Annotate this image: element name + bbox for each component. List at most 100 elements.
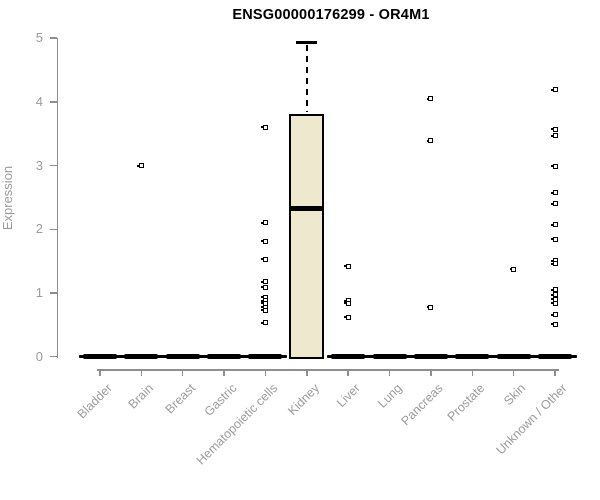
outlier-point-nub bbox=[551, 202, 554, 205]
outlier-point-hematopoietic-cells bbox=[261, 307, 268, 313]
outlier-point-nub bbox=[261, 302, 264, 305]
y-axis-tick-label: 0 bbox=[35, 348, 43, 364]
x-axis-tick bbox=[512, 369, 515, 376]
upper-whisker-kidney bbox=[305, 44, 308, 112]
outlier-point-nub bbox=[261, 306, 264, 308]
outlier-point-nub bbox=[261, 258, 264, 261]
upper-whisker-cap-kidney bbox=[296, 41, 318, 45]
x-axis-category-label-gastric: Gastric bbox=[201, 381, 239, 419]
outlier-point-nub bbox=[551, 165, 554, 168]
outlier-point-nub bbox=[344, 265, 347, 268]
y-axis-tick bbox=[49, 355, 57, 358]
y-axis-line bbox=[56, 38, 58, 359]
outlier-point-unknown-other bbox=[551, 261, 558, 267]
x-axis-tick bbox=[181, 369, 184, 376]
outlier-point-unknown-other bbox=[551, 163, 558, 169]
x-axis-tick bbox=[99, 369, 101, 376]
outlier-point-nub bbox=[551, 323, 554, 326]
zero-median-bar-breast bbox=[165, 354, 200, 360]
outlier-point-pancreas bbox=[426, 96, 434, 102]
x-axis-category-label-pancreas: Pancreas bbox=[398, 381, 446, 429]
outlier-point-nub bbox=[551, 88, 554, 91]
outlier-point-unknown-other bbox=[551, 133, 558, 139]
x-axis-category-label-lung: Lung bbox=[374, 381, 405, 411]
outlier-point-pancreas bbox=[426, 138, 434, 144]
outlier-point-nub bbox=[261, 221, 264, 224]
outlier-point-nub bbox=[344, 316, 347, 319]
outlier-point-nub bbox=[551, 302, 554, 305]
y-axis-tick-label: 4 bbox=[35, 93, 43, 109]
zero-median-bar-hematopoietic-cells bbox=[248, 354, 283, 360]
zero-median-bar-gastric bbox=[207, 354, 242, 360]
x-axis-category-label-hematopoietic-cells: Hematopoietic cells bbox=[193, 381, 281, 468]
outlier-point-nub bbox=[426, 306, 430, 308]
outlier-point-liver bbox=[344, 263, 351, 269]
x-axis-tick bbox=[264, 369, 267, 376]
x-axis-tick bbox=[554, 369, 556, 376]
outlier-point-pancreas bbox=[426, 304, 434, 310]
outlier-point-nub bbox=[551, 298, 554, 301]
zero-median-bar-liver bbox=[331, 354, 366, 360]
outlier-point-nub bbox=[551, 288, 554, 291]
outlier-point-nub bbox=[551, 313, 554, 316]
x-axis-tick bbox=[223, 369, 225, 376]
x-axis-tick bbox=[306, 369, 308, 376]
x-axis-category-label-breast: Breast bbox=[162, 381, 198, 417]
outlier-point-nub bbox=[344, 302, 347, 305]
y-axis-tick bbox=[49, 37, 57, 39]
x-axis-line bbox=[97, 369, 559, 371]
zero-median-bar-pancreas bbox=[413, 354, 448, 360]
outlier-point-hematopoietic-cells bbox=[261, 238, 268, 244]
x-axis-tick bbox=[140, 369, 143, 376]
outlier-point-nub bbox=[426, 97, 430, 100]
x-axis-category-label-brain: Brain bbox=[125, 381, 157, 412]
outlier-point-nub bbox=[551, 259, 554, 262]
outlier-point-nub bbox=[551, 293, 554, 296]
zero-median-bar-bladder bbox=[83, 354, 117, 360]
chart-title: ENSG00000176299 - OR4M1 bbox=[232, 7, 430, 23]
outlier-point-nub bbox=[551, 223, 554, 226]
outlier-point-nub bbox=[261, 286, 264, 289]
outlier-point-skin bbox=[509, 266, 517, 272]
y-axis-tick-label: 1 bbox=[35, 285, 43, 300]
outlier-point-unknown-other bbox=[551, 236, 558, 242]
outlier-point-hematopoietic-cells bbox=[261, 124, 268, 130]
outlier-point-nub bbox=[261, 321, 264, 324]
outlier-point-liver bbox=[344, 314, 351, 320]
outlier-point-nub bbox=[261, 280, 264, 283]
zero-median-bar-prostate bbox=[455, 354, 490, 360]
outlier-point-unknown-other bbox=[551, 87, 558, 93]
y-axis-tick bbox=[49, 228, 57, 231]
outlier-point-unknown-other bbox=[551, 312, 558, 318]
outlier-point-unknown-other bbox=[551, 201, 558, 207]
x-axis-tick bbox=[430, 369, 432, 376]
y-axis-tick-label: 3 bbox=[35, 157, 43, 173]
y-axis-tick bbox=[49, 164, 57, 167]
x-axis-tick bbox=[471, 369, 474, 376]
outlier-point-nub bbox=[551, 238, 554, 241]
outlier-point-hematopoietic-cells bbox=[261, 284, 268, 290]
outlier-point-hematopoietic-cells bbox=[261, 320, 268, 326]
outlier-point-unknown-other bbox=[551, 222, 558, 228]
median-line-kidney bbox=[291, 205, 323, 211]
outlier-point-nub bbox=[261, 309, 264, 312]
x-axis-category-label-skin: Skin bbox=[501, 381, 529, 409]
x-axis-tick bbox=[388, 369, 391, 376]
outlier-point-liver bbox=[344, 300, 351, 306]
x-axis-tick bbox=[347, 369, 349, 376]
outlier-point-nub bbox=[261, 126, 264, 129]
y-axis-tick-label: 5 bbox=[35, 30, 43, 46]
outlier-point-brain bbox=[137, 163, 144, 169]
outlier-point-nub bbox=[551, 128, 554, 131]
outlier-point-nub bbox=[509, 268, 513, 271]
outlier-point-nub bbox=[551, 262, 554, 265]
y-axis-label: Expression bbox=[0, 165, 15, 231]
outlier-point-unknown-other bbox=[551, 126, 558, 132]
zero-median-bar-brain bbox=[124, 354, 159, 360]
outlier-point-unknown-other bbox=[551, 287, 558, 293]
x-axis-category-label-kidney: Kidney bbox=[284, 381, 322, 418]
outlier-point-nub bbox=[344, 299, 347, 302]
outlier-point-hematopoietic-cells bbox=[261, 279, 268, 285]
y-axis-tick bbox=[49, 292, 57, 294]
outlier-point-nub bbox=[261, 296, 264, 299]
